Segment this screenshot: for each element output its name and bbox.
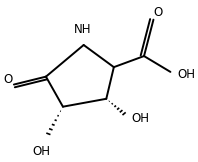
Text: OH: OH (132, 112, 150, 125)
Text: OH: OH (32, 145, 50, 158)
Text: OH: OH (177, 68, 195, 81)
Text: O: O (4, 73, 13, 86)
Text: NH: NH (74, 23, 91, 36)
Text: O: O (153, 6, 163, 19)
